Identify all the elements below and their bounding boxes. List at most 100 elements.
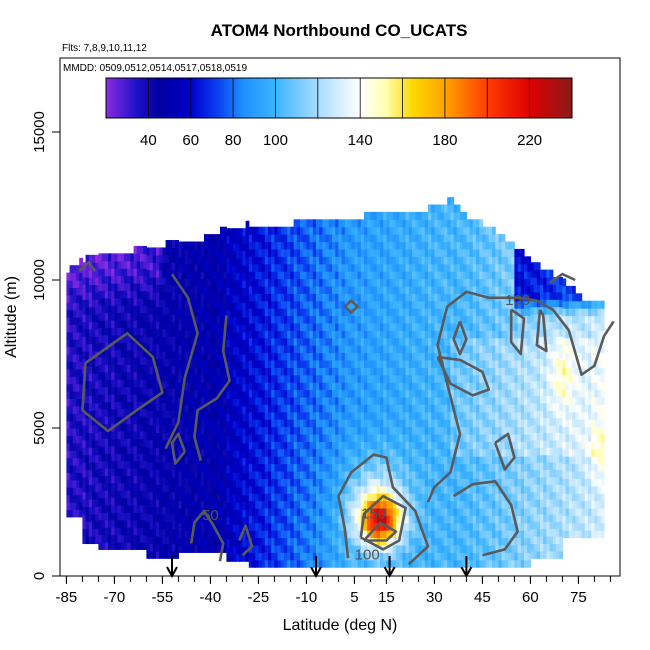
heatmap-cell xyxy=(424,500,429,509)
heatmap-cell xyxy=(255,441,259,450)
heatmap-cell xyxy=(418,493,423,502)
heatmap-cell xyxy=(370,278,375,287)
heatmap-cell xyxy=(85,380,90,389)
heatmap-cell xyxy=(402,226,407,235)
heatmap-cell xyxy=(104,475,109,484)
heatmap-cell xyxy=(69,435,74,444)
heatmap-cell xyxy=(255,285,259,294)
heatmap-cell xyxy=(290,315,295,324)
heatmap-cell xyxy=(370,293,375,302)
heatmap-cell xyxy=(220,507,224,516)
heatmap-cell xyxy=(312,248,317,257)
heatmap-cell xyxy=(146,365,151,374)
heatmap-cell xyxy=(184,485,189,494)
heatmap-cell xyxy=(280,515,285,524)
heatmap-cell xyxy=(309,537,314,546)
heatmap-cell xyxy=(236,546,240,555)
heatmap-cell xyxy=(328,241,333,250)
heatmap-cell xyxy=(136,275,141,284)
heatmap-cell xyxy=(258,248,263,257)
heatmap-cell xyxy=(383,226,387,235)
heatmap-cell xyxy=(108,460,112,469)
heatmap-cell xyxy=(120,349,125,358)
heatmap-cell xyxy=(412,530,416,539)
heatmap-cell xyxy=(408,441,413,450)
heatmap-cell xyxy=(104,386,109,395)
heatmap-cell xyxy=(328,330,333,339)
heatmap-cell xyxy=(392,234,397,243)
heatmap-cell xyxy=(316,448,320,457)
heatmap-cell xyxy=(178,337,183,346)
heatmap-cell xyxy=(239,420,243,429)
heatmap-cell xyxy=(258,448,263,457)
heatmap-cell xyxy=(156,247,160,256)
heatmap-cell xyxy=(261,271,266,280)
heatmap-cell xyxy=(69,494,74,503)
heatmap-cell xyxy=(264,470,269,479)
heatmap-cell xyxy=(146,247,151,256)
heatmap-cell xyxy=(108,268,112,277)
heatmap-cell xyxy=(184,530,189,539)
heatmap-cell xyxy=(152,291,157,300)
heatmap-cell xyxy=(357,478,362,487)
heatmap-cell xyxy=(415,367,419,376)
heatmap-cell xyxy=(335,537,339,546)
heatmap-cell xyxy=(245,287,250,296)
heatmap-cell xyxy=(380,404,384,413)
heatmap-cell xyxy=(69,383,74,392)
heatmap-cell xyxy=(108,408,112,417)
heatmap-cell xyxy=(364,426,368,435)
heatmap-cell xyxy=(210,500,215,509)
heatmap-cell xyxy=(408,470,413,479)
heatmap-cell xyxy=(255,396,259,405)
heatmap-cell xyxy=(165,269,170,278)
heatmap-cell xyxy=(348,448,352,457)
heatmap-cell xyxy=(204,544,208,553)
heatmap-cell xyxy=(92,521,96,530)
heatmap-cell xyxy=(402,382,407,391)
heatmap-cell xyxy=(184,382,189,391)
heatmap-cell xyxy=(191,359,195,368)
heatmap-cell xyxy=(210,493,215,502)
heatmap-cell xyxy=(216,256,221,265)
heatmap-cell xyxy=(178,456,183,465)
heatmap-cell xyxy=(239,309,243,318)
heatmap-cell xyxy=(130,275,135,284)
heatmap-cell xyxy=(104,512,109,521)
heatmap-cell xyxy=(168,417,173,426)
heatmap-cell xyxy=(296,278,301,287)
heatmap-cell xyxy=(386,330,391,339)
heatmap-cell xyxy=(277,234,282,243)
heatmap-cell xyxy=(79,509,83,518)
heatmap-cell xyxy=(421,456,426,465)
heatmap-cell xyxy=(207,271,211,280)
heatmap-cell xyxy=(136,453,141,462)
heatmap-cell xyxy=(383,271,387,280)
heatmap-cell xyxy=(101,475,106,484)
heatmap-cell xyxy=(140,349,144,358)
heatmap-cell xyxy=(421,389,426,398)
heatmap-cell xyxy=(162,513,167,522)
heatmap-cell xyxy=(274,456,279,465)
heatmap-cell xyxy=(220,493,224,502)
heatmap-cell xyxy=(421,552,426,561)
heatmap-cell xyxy=(104,497,109,506)
heatmap-cell xyxy=(277,263,282,272)
heatmap-cell xyxy=(296,322,301,331)
heatmap-cell xyxy=(66,413,71,422)
heatmap-cell xyxy=(159,314,163,323)
heatmap-cell xyxy=(360,441,365,450)
heatmap-cell xyxy=(316,293,320,302)
heatmap-cell xyxy=(328,352,333,361)
heatmap-cell xyxy=(69,509,74,518)
heatmap-cell xyxy=(415,404,419,413)
heatmap-cell xyxy=(344,345,349,354)
heatmap-cell xyxy=(424,293,429,302)
heatmap-cell xyxy=(309,300,314,309)
heatmap-cell xyxy=(252,552,256,561)
heatmap-cell xyxy=(370,256,375,265)
heatmap-cell xyxy=(402,359,407,368)
heatmap-cell xyxy=(405,396,410,405)
heatmap-cell xyxy=(354,374,359,383)
heatmap-cell xyxy=(114,512,119,521)
